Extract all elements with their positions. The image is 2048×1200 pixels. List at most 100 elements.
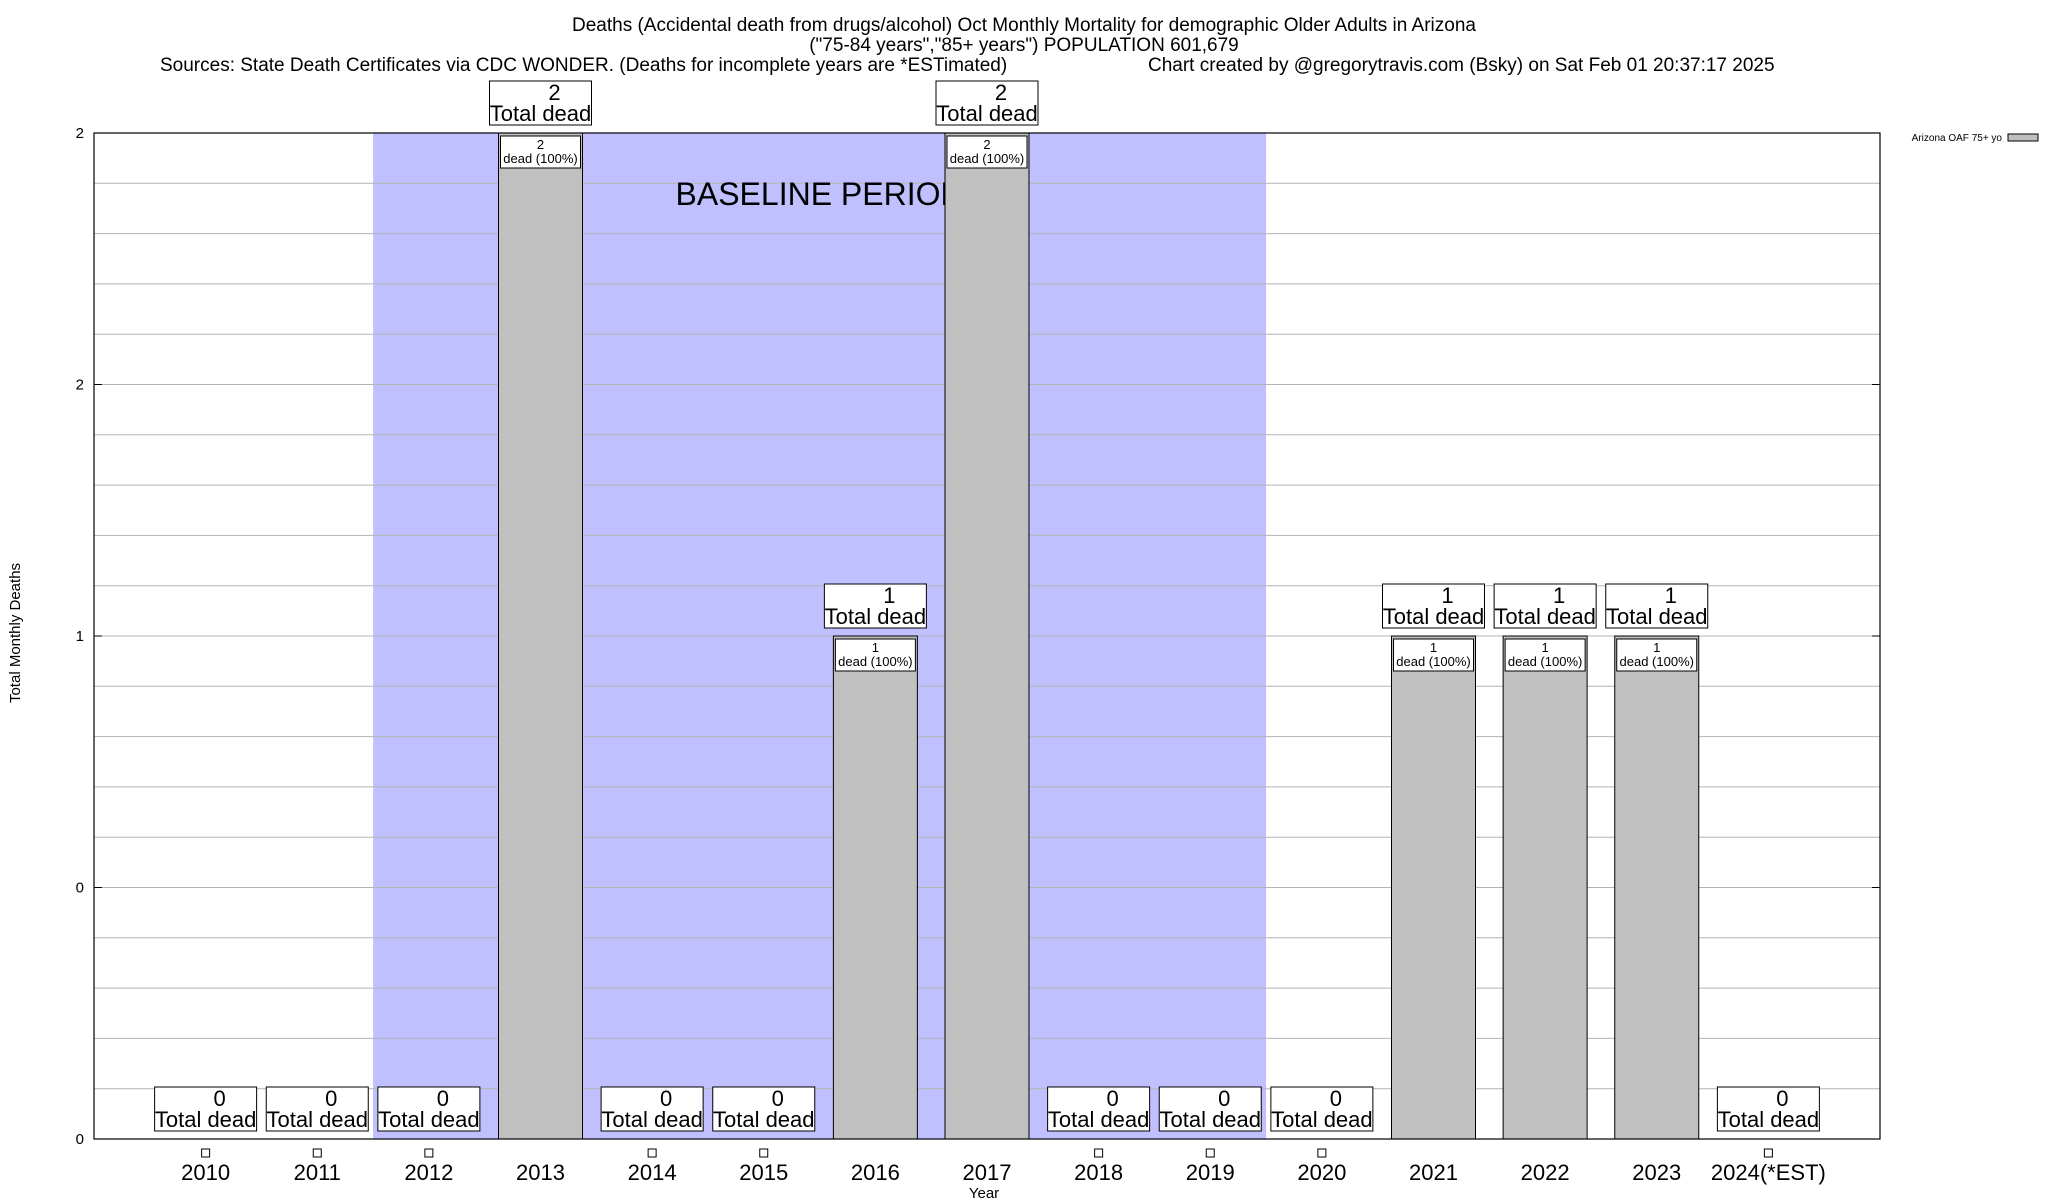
x-tick-label-2021: 2021: [1409, 1160, 1458, 1185]
total-dead-box: [1716, 1086, 1820, 1132]
x-tick-label-2014: 2014: [628, 1160, 677, 1185]
bar-inner-count: 1: [872, 640, 879, 655]
x-tick-label-2024(*EST): 2024(*EST): [1711, 1160, 1826, 1185]
bar-inner-percent: dead (100%): [503, 151, 577, 166]
baseline-period-label: BASELINE PERIOD: [676, 176, 964, 212]
bar-inner-percent: dead (100%): [838, 654, 912, 669]
zero-marker-2014: [647, 1148, 657, 1158]
bar-inner-count: 1: [1430, 640, 1437, 655]
x-tick-label-2016: 2016: [851, 1160, 900, 1185]
total-dead-label: Total dead: [155, 1107, 257, 1132]
total-dead-label: Total dead: [1606, 604, 1708, 629]
total-dead-count: 0: [214, 1086, 226, 1111]
total-dead-count: 1: [883, 583, 895, 608]
bar-2017: [944, 132, 1030, 1140]
total-dead-label: Total dead: [1383, 604, 1485, 629]
total-dead-label: Total dead: [936, 101, 1038, 126]
y-tick-label: 0: [76, 1131, 84, 1148]
bar-inner-label-box: [1616, 638, 1698, 672]
x-tick-label-2010: 2010: [181, 1160, 230, 1185]
total-dead-label: Total dead: [266, 1107, 368, 1132]
zero-marker-2015: [759, 1148, 769, 1158]
x-tick-label-2023: 2023: [1632, 1160, 1681, 1185]
bar-2022: [1502, 635, 1588, 1140]
legend-swatch: [2007, 133, 2039, 142]
y-tick-label: 0: [76, 880, 84, 897]
y-tick-label: 2: [76, 125, 84, 142]
x-tick-label-2012: 2012: [404, 1160, 453, 1185]
x-tick-label-2011: 2011: [294, 1160, 341, 1185]
bar-inner-label-box: [1393, 638, 1474, 672]
bar-inner-count: 1: [1542, 640, 1549, 655]
legend-entry-label: Arizona OAF 75+ yo: [1912, 133, 2003, 144]
total-dead-label: Total dead: [490, 101, 592, 126]
total-dead-box: [489, 80, 592, 126]
chart-title-line-2: ("75-84 years","85+ years") POPULATION 6…: [809, 35, 1239, 56]
zero-marker-2018: [1094, 1148, 1104, 1158]
x-tick-label-2022: 2022: [1521, 1160, 1570, 1185]
y-tick-label: 1: [76, 628, 84, 645]
total-dead-count: 2: [548, 80, 560, 105]
total-dead-count: 1: [1441, 583, 1453, 608]
total-dead-count: 0: [660, 1086, 672, 1111]
total-dead-count: 0: [1218, 1086, 1230, 1111]
chart-title-line-1: Deaths (Accidental death from drugs/alco…: [572, 15, 1476, 36]
total-dead-label: Total dead: [1159, 1107, 1261, 1132]
bar-inner-percent: dead (100%): [1508, 654, 1582, 669]
total-dead-label: Total dead: [378, 1107, 480, 1132]
y-axis-label: Total Monthly Deaths: [7, 563, 24, 703]
total-dead-box: [265, 1086, 369, 1132]
zero-marker-2010: [201, 1148, 211, 1158]
total-dead-box: [712, 1086, 816, 1132]
total-dead-count: 0: [1776, 1086, 1788, 1111]
zero-marker-2019: [1205, 1148, 1215, 1158]
total-dead-box: [1382, 583, 1485, 629]
total-dead-box: [1605, 583, 1709, 629]
total-dead-count: 0: [772, 1086, 784, 1111]
total-dead-count: 0: [1330, 1086, 1342, 1111]
bar-inner-percent: dead (100%): [1620, 654, 1694, 669]
total-dead-count: 1: [1665, 583, 1677, 608]
total-dead-count: 0: [325, 1086, 337, 1111]
bar-inner-percent: dead (100%): [950, 151, 1024, 166]
zero-marker-2012: [424, 1148, 434, 1158]
zero-marker-2020: [1317, 1148, 1327, 1158]
chart-subtitle-credit: Chart created by @gregorytravis.com (Bsk…: [1148, 55, 1775, 76]
x-tick-label-2015: 2015: [739, 1160, 788, 1185]
total-dead-label: Total dead: [1271, 1107, 1373, 1132]
total-dead-count: 0: [437, 1086, 449, 1111]
total-dead-count: 1: [1553, 583, 1565, 608]
total-dead-box: [377, 1086, 481, 1132]
x-tick-label-2019: 2019: [1186, 1160, 1235, 1185]
total-dead-box: [1158, 1086, 1262, 1132]
zero-marker-2011: [312, 1148, 322, 1158]
x-tick-label-2017: 2017: [963, 1160, 1012, 1185]
bar-inner-label-box: [1504, 638, 1586, 672]
bar-inner-label-box: [500, 135, 581, 169]
total-dead-label: Total dead: [825, 604, 927, 629]
bar-inner-count: 2: [537, 137, 544, 152]
total-dead-label: Total dead: [713, 1107, 815, 1132]
bar-inner-label-box: [834, 638, 916, 672]
total-dead-box: [1493, 583, 1597, 629]
total-dead-label: Total dead: [1718, 1107, 1820, 1132]
x-tick-label-2018: 2018: [1074, 1160, 1123, 1185]
total-dead-box: [823, 583, 927, 629]
plot-frame: [93, 132, 1881, 1140]
chart-subtitle-sources: Sources: State Death Certificates via CD…: [160, 55, 1007, 76]
total-dead-box: [1270, 1086, 1374, 1132]
bar-inner-percent: dead (100%): [1396, 654, 1470, 669]
total-dead-box: [154, 1086, 258, 1132]
total-dead-box: [1047, 1086, 1151, 1132]
x-axis-label: Year: [969, 1185, 999, 1200]
total-dead-box: [600, 1086, 704, 1132]
bar-inner-count: 2: [983, 137, 990, 152]
legend: Arizona OAF 75+ yo: [1912, 133, 2039, 144]
bar-2016: [832, 635, 918, 1140]
total-dead-box: [935, 80, 1039, 126]
zero-marker-2024(*EST): [1763, 1148, 1773, 1158]
x-tick-label-2013: 2013: [516, 1160, 565, 1185]
total-dead-count: 0: [1107, 1086, 1119, 1111]
bar-2021: [1391, 635, 1476, 1140]
